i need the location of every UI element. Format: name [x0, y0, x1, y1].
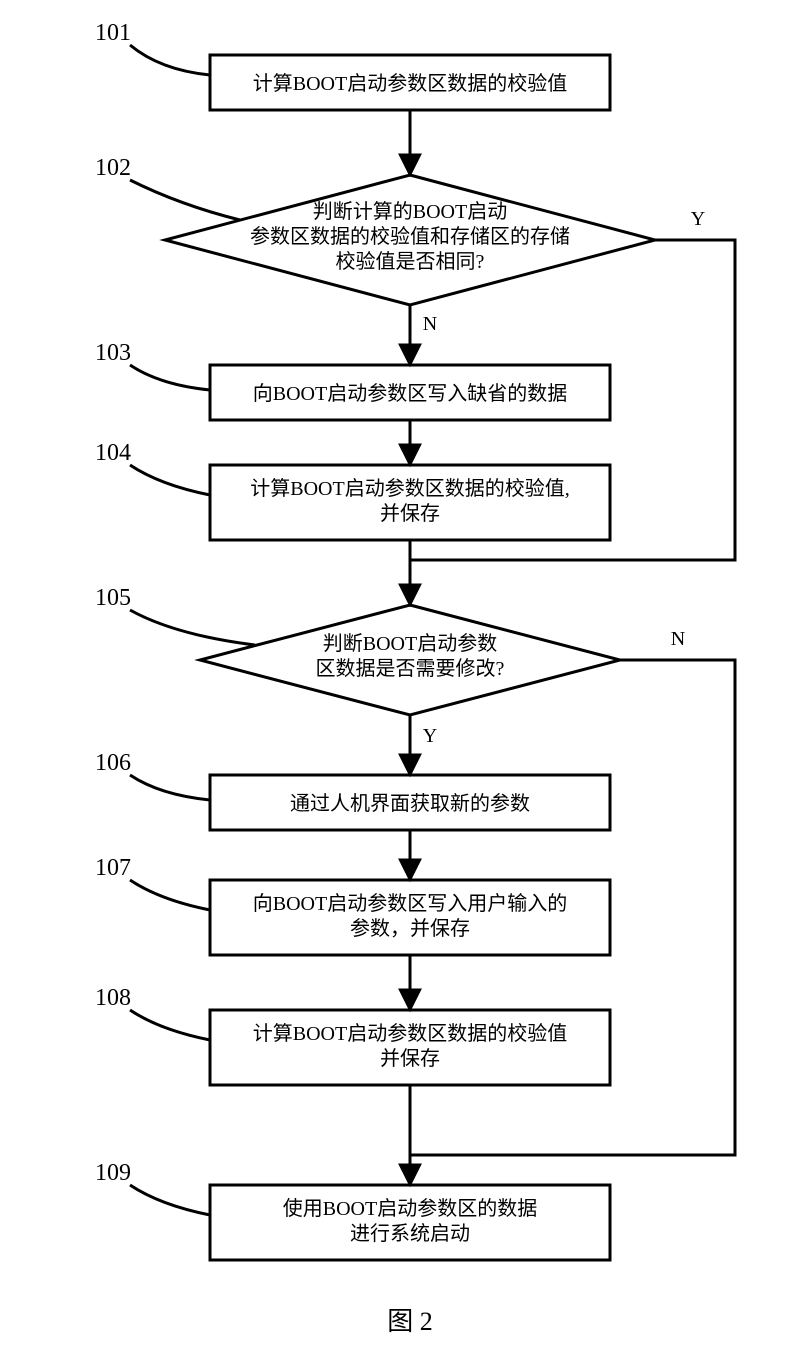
label-105: 105: [95, 585, 131, 611]
leader-109: [130, 1185, 210, 1215]
edge-105-no-label: N: [671, 628, 685, 650]
node-104-text-2: 并保存: [380, 502, 440, 525]
label-107: 107: [95, 855, 131, 881]
label-104: 104: [95, 440, 131, 466]
label-101: 101: [95, 20, 131, 46]
node-102-text-2: 参数区数据的校验值和存储区的存储: [250, 225, 570, 248]
leader-104: [130, 465, 210, 495]
leader-108: [130, 1010, 210, 1040]
node-103-text: 向BOOT启动参数区写入缺省的数据: [253, 382, 567, 405]
leader-103: [130, 365, 210, 390]
node-108-text-1: 计算BOOT启动参数区数据的校验值: [253, 1022, 567, 1045]
figure-caption: 图 2: [387, 1307, 433, 1336]
leader-101: [130, 45, 210, 75]
node-105-text-2: 区数据是否需要修改?: [316, 657, 505, 680]
edge-105-yes-label: Y: [423, 725, 437, 747]
label-108: 108: [95, 985, 131, 1011]
node-107-text-1: 向BOOT启动参数区写入用户输入的: [253, 892, 567, 915]
label-106: 106: [95, 750, 131, 776]
leader-102: [130, 180, 240, 220]
node-109-text-1: 使用BOOT启动参数区的数据: [283, 1197, 537, 1220]
node-107-text-2: 参数，并保存: [350, 917, 470, 940]
node-108-text-2: 并保存: [380, 1047, 440, 1070]
node-109-text-2: 进行系统启动: [350, 1222, 470, 1245]
leader-106: [130, 775, 210, 800]
label-103: 103: [95, 340, 131, 366]
leader-105: [130, 610, 255, 645]
node-101-text: 计算BOOT启动参数区数据的校验值: [253, 72, 567, 95]
label-102: 102: [95, 155, 131, 181]
leader-107: [130, 880, 210, 910]
node-104-text-1: 计算BOOT启动参数区数据的校验值,: [250, 477, 569, 500]
node-102-text-3: 校验值是否相同?: [336, 250, 485, 273]
node-102-text-1: 判断计算的BOOT启动: [313, 200, 507, 223]
node-106-text: 通过人机界面获取新的参数: [290, 792, 530, 815]
edge-102-yes-label: Y: [691, 208, 705, 230]
node-105-text-1: 判断BOOT启动参数: [323, 632, 497, 655]
label-109: 109: [95, 1160, 131, 1186]
edge-102-no-label: N: [423, 313, 437, 335]
